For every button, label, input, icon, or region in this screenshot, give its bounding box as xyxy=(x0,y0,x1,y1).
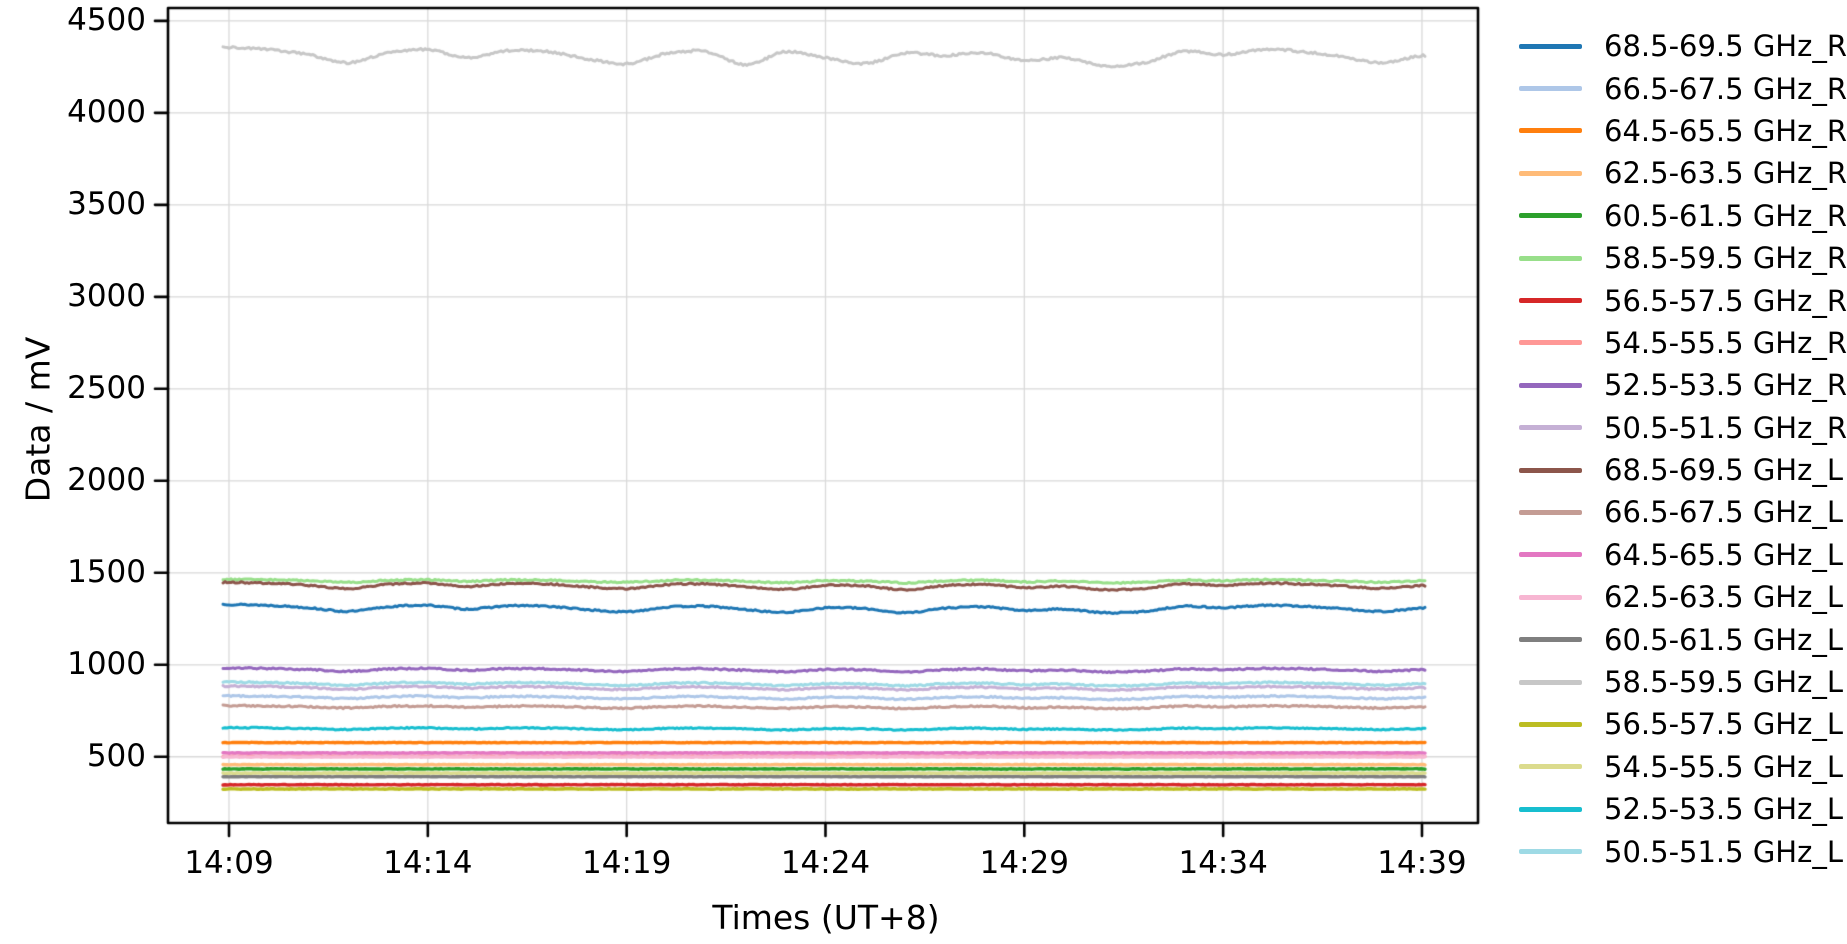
legend-item: 50.5-51.5 GHz_L xyxy=(1519,830,1847,872)
y-tick-label: 4000 xyxy=(67,94,146,131)
legend-line-swatch xyxy=(1519,86,1582,92)
legend-line-swatch xyxy=(1519,255,1582,261)
legend-line-swatch xyxy=(1519,213,1582,219)
legend-line-swatch xyxy=(1519,721,1582,727)
legend-line-swatch xyxy=(1519,340,1582,346)
legend-line-swatch xyxy=(1519,298,1582,304)
legend-line-swatch xyxy=(1519,425,1582,431)
x-tick-label: 14:24 xyxy=(780,845,871,881)
legend-item: 60.5-61.5 GHz_L xyxy=(1519,618,1847,660)
y-tick-label: 4500 xyxy=(67,2,146,39)
legend-label: 68.5-69.5 GHz_L xyxy=(1604,453,1843,488)
legend-label: 56.5-57.5 GHz_L xyxy=(1604,707,1843,742)
legend-line-swatch xyxy=(1519,637,1582,643)
y-tick-label: 3000 xyxy=(67,278,146,315)
y-tick-label: 3500 xyxy=(67,186,146,223)
legend-item: 66.5-67.5 GHz_L xyxy=(1519,491,1847,533)
legend-item: 66.5-67.5 GHz_R xyxy=(1519,67,1847,109)
legend-item: 68.5-69.5 GHz_R xyxy=(1519,25,1847,67)
legend-item: 54.5-55.5 GHz_R xyxy=(1519,322,1847,364)
legend-label: 52.5-53.5 GHz_L xyxy=(1604,792,1843,827)
legend-line-swatch xyxy=(1519,594,1582,600)
y-tick-label: 1500 xyxy=(67,554,146,591)
legend-item: 64.5-65.5 GHz_L xyxy=(1519,534,1847,576)
legend-line-swatch xyxy=(1519,467,1582,473)
x-tick-label: 14:09 xyxy=(184,845,274,881)
legend-label: 58.5-59.5 GHz_L xyxy=(1604,665,1843,700)
legend-label: 50.5-51.5 GHz_R xyxy=(1604,410,1847,445)
legend-item: 58.5-59.5 GHz_R xyxy=(1519,237,1847,279)
legend-label: 62.5-63.5 GHz_R xyxy=(1604,156,1847,191)
y-tick-label: 1000 xyxy=(67,646,146,683)
legend-line-swatch xyxy=(1519,806,1582,812)
legend-line-swatch xyxy=(1519,43,1582,49)
legend-item: 54.5-55.5 GHz_L xyxy=(1519,746,1847,788)
legend-label: 54.5-55.5 GHz_L xyxy=(1604,749,1843,784)
legend-item: 52.5-53.5 GHz_R xyxy=(1519,364,1847,406)
x-tick-label: 14:19 xyxy=(581,845,672,881)
y-tick-label: 2000 xyxy=(67,462,146,499)
legend-label: 54.5-55.5 GHz_R xyxy=(1604,325,1847,360)
legend-item: 68.5-69.5 GHz_L xyxy=(1519,449,1847,491)
legend-label: 62.5-63.5 GHz_L xyxy=(1604,580,1843,615)
legend-item: 56.5-57.5 GHz_L xyxy=(1519,703,1847,745)
legend-line-swatch xyxy=(1519,170,1582,176)
legend-label: 60.5-61.5 GHz_R xyxy=(1604,198,1847,233)
legend-label: 64.5-65.5 GHz_L xyxy=(1604,537,1843,572)
x-tick-label: 14:14 xyxy=(383,845,473,881)
y-tick-label: 500 xyxy=(86,738,146,775)
legend-line-swatch xyxy=(1519,128,1582,134)
y-tick-label: 2500 xyxy=(67,370,146,407)
legend-line-swatch xyxy=(1519,679,1582,685)
legend-label: 68.5-69.5 GHz_R xyxy=(1604,29,1847,64)
legend-label: 56.5-57.5 GHz_R xyxy=(1604,283,1847,318)
legend-line-swatch xyxy=(1519,849,1582,855)
legend-label: 64.5-65.5 GHz_R xyxy=(1604,113,1847,148)
legend: 68.5-69.5 GHz_R 66.5-67.5 GHz_R 64.5-65.5 … xyxy=(1519,25,1847,873)
legend-item: 52.5-53.5 GHz_L xyxy=(1519,788,1847,830)
legend-label: 52.5-53.5 GHz_R xyxy=(1604,368,1847,403)
legend-item: 58.5-59.5 GHz_L xyxy=(1519,661,1847,703)
legend-item: 62.5-63.5 GHz_L xyxy=(1519,576,1847,618)
x-tick-label: 14:39 xyxy=(1377,845,1467,881)
legend-line-swatch xyxy=(1519,552,1582,558)
x-tick-label: 14:34 xyxy=(1178,845,1268,881)
legend-label: 60.5-61.5 GHz_L xyxy=(1604,622,1843,657)
legend-label: 50.5-51.5 GHz_L xyxy=(1604,834,1843,869)
x-tick-label: 14:29 xyxy=(979,845,1069,881)
legend-label: 66.5-67.5 GHz_R xyxy=(1604,71,1847,106)
legend-item: 50.5-51.5 GHz_R xyxy=(1519,407,1847,449)
legend-line-swatch xyxy=(1519,764,1582,770)
legend-line-swatch xyxy=(1519,509,1582,515)
legend-label: 58.5-59.5 GHz_R xyxy=(1604,241,1847,276)
x-axis-label: Times (UT+8) xyxy=(712,898,940,937)
legend-line-swatch xyxy=(1519,382,1582,388)
legend-item: 60.5-61.5 GHz_R xyxy=(1519,195,1847,237)
legend-label: 66.5-67.5 GHz_L xyxy=(1604,495,1843,530)
legend-item: 56.5-57.5 GHz_R xyxy=(1519,279,1847,321)
legend-item: 62.5-63.5 GHz_R xyxy=(1519,152,1847,194)
legend-item: 64.5-65.5 GHz_R xyxy=(1519,110,1847,152)
